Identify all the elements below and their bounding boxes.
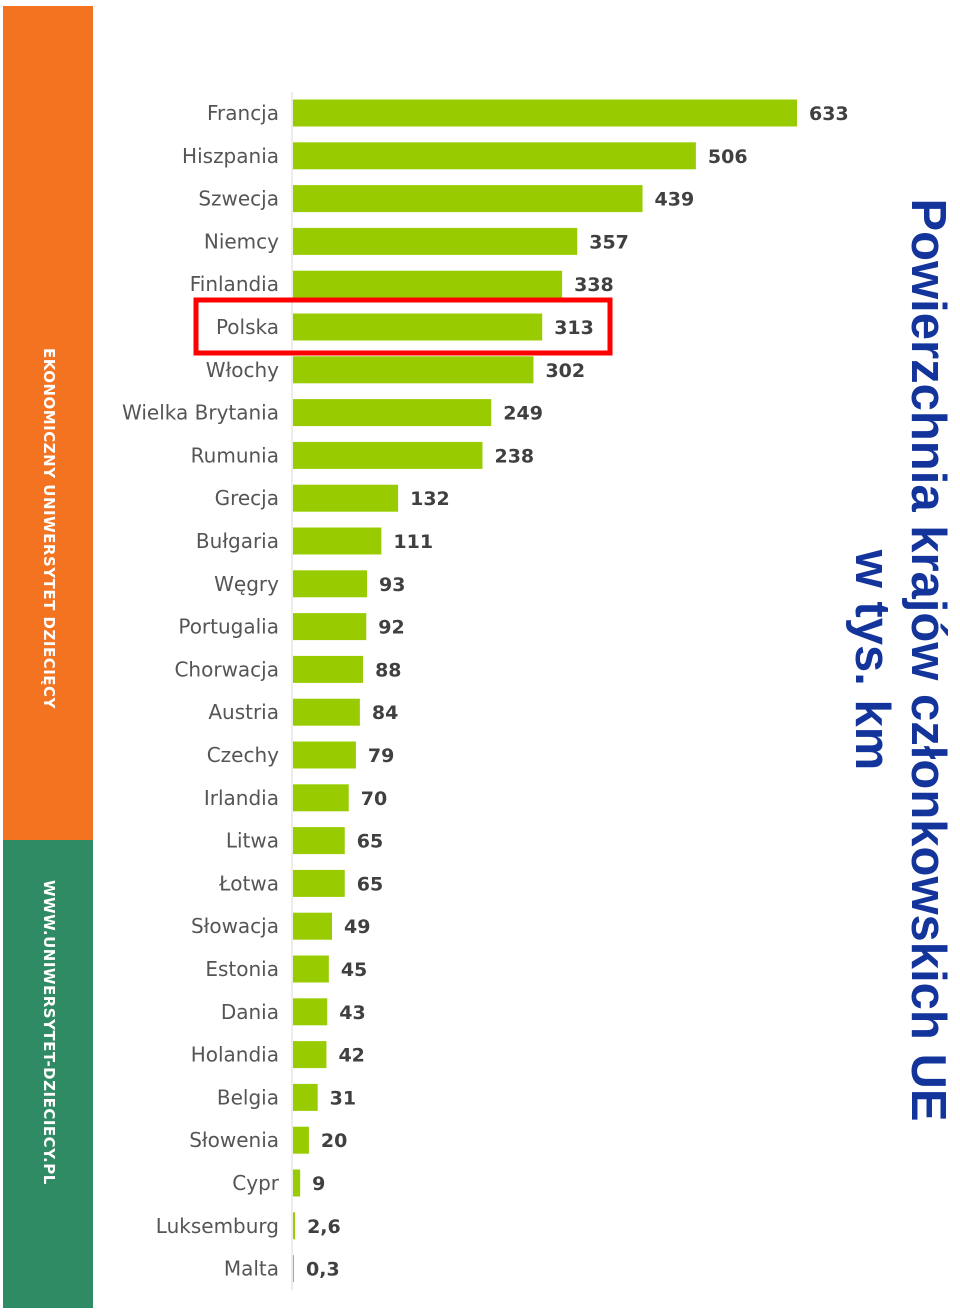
category-label: Wielka Brytania bbox=[122, 401, 279, 425]
bar bbox=[293, 869, 345, 897]
bar bbox=[293, 99, 797, 127]
bar bbox=[293, 741, 356, 769]
category-label: Czechy bbox=[207, 743, 279, 767]
bar bbox=[293, 1255, 294, 1283]
category-label: Węgry bbox=[214, 572, 279, 596]
bar bbox=[293, 185, 643, 213]
value-label: 313 bbox=[554, 317, 594, 339]
value-label: 42 bbox=[338, 1045, 364, 1067]
category-label: Łotwa bbox=[218, 871, 279, 895]
category-label: Włochy bbox=[206, 358, 279, 382]
category-label: Grecja bbox=[215, 486, 279, 510]
bar bbox=[293, 227, 578, 255]
bar bbox=[293, 1169, 301, 1197]
category-label: Francja bbox=[207, 101, 279, 125]
category-label: Malta bbox=[224, 1257, 279, 1281]
bar bbox=[293, 356, 534, 384]
category-label: Słowacja bbox=[191, 914, 279, 938]
value-label: 132 bbox=[410, 488, 450, 510]
bar bbox=[293, 784, 349, 812]
value-label: 92 bbox=[378, 617, 404, 639]
category-label: Cypr bbox=[232, 1171, 279, 1195]
category-label: Bułgaria bbox=[196, 529, 279, 553]
category-label: Belgia bbox=[217, 1085, 279, 1109]
value-label: 0,3 bbox=[306, 1259, 340, 1281]
value-label: 43 bbox=[339, 1002, 365, 1024]
value-label: 111 bbox=[393, 531, 433, 553]
value-label: 439 bbox=[655, 189, 695, 211]
value-label: 88 bbox=[375, 659, 401, 681]
value-label: 506 bbox=[708, 146, 748, 168]
bar bbox=[293, 484, 399, 512]
value-label: 9 bbox=[312, 1173, 325, 1195]
category-label: Polska bbox=[216, 315, 279, 339]
bar bbox=[293, 955, 329, 983]
bar bbox=[293, 441, 483, 469]
value-label: 20 bbox=[321, 1130, 347, 1152]
category-label: Finlandia bbox=[190, 272, 279, 296]
value-label: 93 bbox=[379, 574, 405, 596]
value-label: 249 bbox=[503, 403, 543, 425]
category-label: Estonia bbox=[205, 957, 279, 981]
value-label: 338 bbox=[574, 274, 614, 296]
bar bbox=[293, 399, 492, 427]
value-label: 302 bbox=[545, 360, 585, 382]
bar bbox=[293, 527, 382, 555]
bar bbox=[293, 613, 367, 641]
category-label: Dania bbox=[221, 1000, 279, 1024]
bar bbox=[293, 270, 563, 298]
value-label: 79 bbox=[368, 745, 394, 767]
category-label: Niemcy bbox=[204, 229, 279, 253]
bar bbox=[293, 1212, 296, 1240]
bar bbox=[293, 570, 368, 598]
category-label: Hiszpania bbox=[182, 144, 279, 168]
value-label: 84 bbox=[372, 702, 398, 724]
category-label: Holandia bbox=[191, 1043, 279, 1067]
category-label: Portugalia bbox=[178, 615, 279, 639]
sidebar-green-band bbox=[3, 840, 93, 1308]
value-label: 31 bbox=[330, 1087, 356, 1109]
category-label: Irlandia bbox=[204, 786, 279, 810]
category-label: Rumunia bbox=[191, 443, 279, 467]
value-label: 70 bbox=[361, 788, 387, 810]
value-label: 633 bbox=[809, 103, 849, 125]
bar bbox=[293, 698, 360, 726]
highlight-box bbox=[193, 297, 613, 356]
value-label: 357 bbox=[589, 231, 629, 253]
bar bbox=[293, 912, 333, 940]
category-label: Litwa bbox=[226, 829, 279, 853]
sidebar-orange-band bbox=[3, 6, 93, 840]
value-label: 238 bbox=[494, 445, 534, 467]
bar bbox=[293, 655, 364, 683]
category-label: Austria bbox=[208, 700, 279, 724]
category-label: Luksemburg bbox=[156, 1214, 279, 1238]
bar bbox=[293, 1041, 327, 1069]
value-label: 65 bbox=[357, 873, 383, 895]
category-label: Szwecja bbox=[198, 187, 279, 211]
category-label: Słowenia bbox=[189, 1128, 279, 1152]
category-label: Chorwacja bbox=[174, 657, 279, 681]
bar bbox=[293, 998, 328, 1026]
bar bbox=[293, 1083, 318, 1111]
value-label: 2,6 bbox=[307, 1216, 341, 1238]
bar bbox=[293, 1126, 309, 1154]
value-label: 45 bbox=[341, 959, 367, 981]
bar bbox=[293, 142, 696, 170]
value-label: 65 bbox=[357, 831, 383, 853]
bar bbox=[293, 827, 345, 855]
value-label: 49 bbox=[344, 916, 370, 938]
bar bbox=[293, 313, 543, 341]
